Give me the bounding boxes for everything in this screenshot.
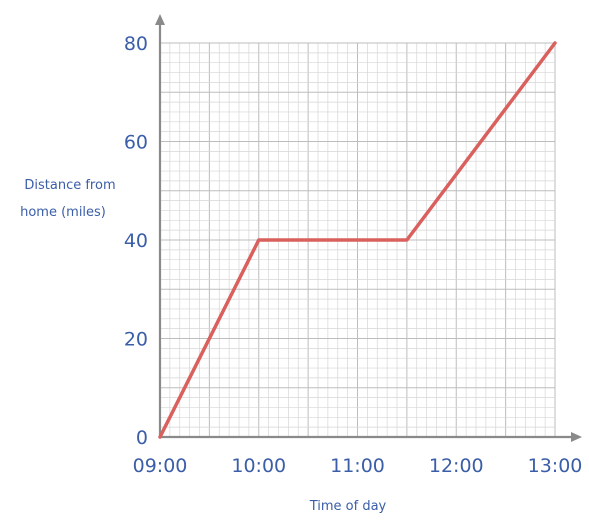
y-tick-label: 40	[124, 230, 148, 252]
tick-labels: 09:00 10:00 11:00 12:00 13:00 0 20 40 60 80	[124, 33, 583, 477]
x-tick-label: 11:00	[330, 455, 385, 477]
series-layer	[158, 41, 557, 439]
x-axis-title: Time of day	[309, 499, 387, 514]
x-tick-label: 10:00	[231, 455, 286, 477]
x-tick-label: 09:00	[133, 455, 188, 477]
series-line-0	[158, 41, 557, 439]
y-tick-label: 80	[124, 33, 148, 55]
axes	[155, 14, 582, 442]
y-tick-label: 20	[124, 329, 148, 351]
y-tick-label: 0	[136, 427, 148, 449]
x-tick-label: 12:00	[429, 455, 484, 477]
y-axis-title-line-1: Distance from	[24, 178, 115, 193]
x-tick-label: 13:00	[528, 455, 583, 477]
y-axis-arrowhead	[155, 14, 165, 25]
y-tick-label: 60	[124, 132, 148, 154]
y-axis-title-line-2: home (miles)	[20, 205, 106, 220]
x-axis-arrowhead	[571, 432, 582, 442]
